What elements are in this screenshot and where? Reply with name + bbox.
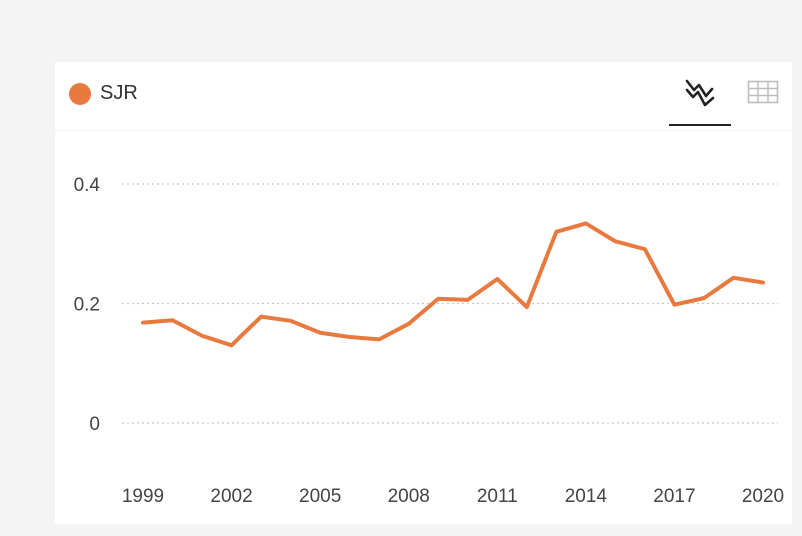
legend-marker [69,82,91,105]
x-tick-label: 2014 [565,486,608,507]
x-tick-label: 2011 [477,486,518,507]
legend-label: SJR [100,82,138,104]
y-tick-label: 0.4 [74,175,101,196]
legend: SJR [69,82,138,105]
x-tick-label: 2020 [742,486,784,507]
x-tick-label: 2017 [653,486,695,507]
x-tick-label: 2005 [299,486,341,507]
table-grid-icon [747,80,779,109]
line-chart-icon [683,78,717,113]
chart-header: SJR [55,62,792,131]
x-tick-label: 2002 [210,486,252,507]
tab-chart-view[interactable] [669,74,731,126]
tab-table-view[interactable] [745,76,781,112]
x-tick-label: 2008 [388,486,430,507]
y-tick-label: 0.2 [74,295,100,316]
y-tick-label: 0 [89,414,100,435]
series-line [141,221,765,348]
x-tick-label: 1999 [122,486,164,507]
